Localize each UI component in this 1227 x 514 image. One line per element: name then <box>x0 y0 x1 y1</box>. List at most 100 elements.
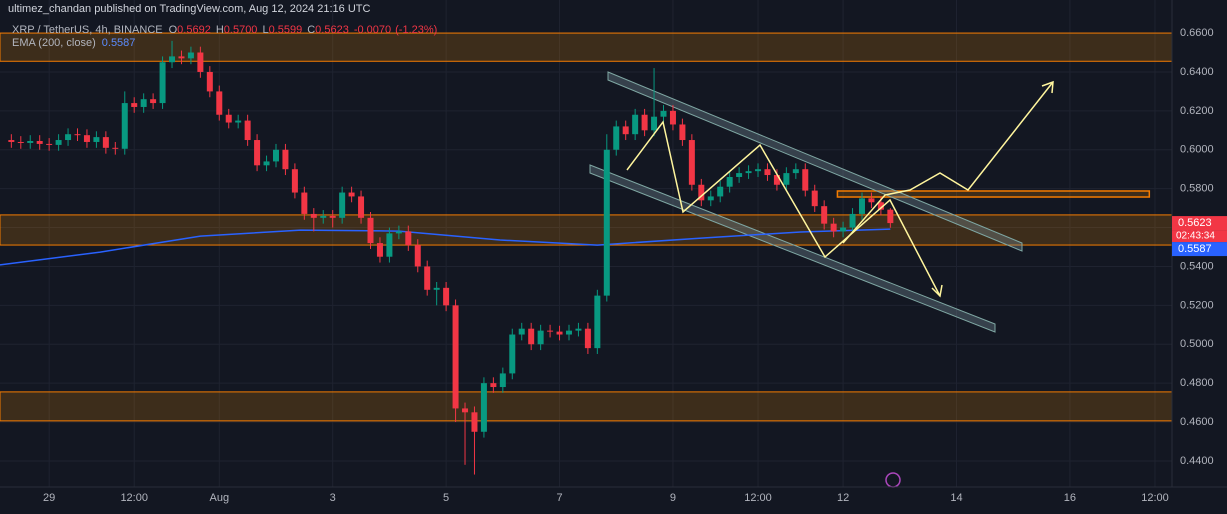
candle-body <box>773 175 780 185</box>
candle-body <box>840 227 847 232</box>
change-pct: (-1.23%) <box>395 24 437 36</box>
candle-body <box>858 198 865 214</box>
candle-body <box>480 383 487 432</box>
ohlc-key: H <box>216 24 224 36</box>
lower-channel <box>589 164 996 333</box>
drawings <box>589 71 1023 333</box>
countdown-box <box>1172 230 1227 243</box>
zone <box>0 32 1173 62</box>
candle-body <box>565 330 572 335</box>
ohlc-value: 0.5599 <box>269 24 303 36</box>
candle-body <box>74 134 81 136</box>
candle-body <box>263 161 270 166</box>
countdown-label: 02:43:34 <box>1176 231 1215 242</box>
candle-body <box>603 149 610 296</box>
y-tick-label: 0.5800 <box>1180 183 1214 195</box>
candle-body <box>868 198 875 203</box>
x-tick-label: 12:00 <box>744 492 772 504</box>
candle-body <box>395 231 402 234</box>
candle-body <box>46 143 53 145</box>
x-tick-label: 5 <box>443 492 449 504</box>
candle-body <box>131 103 138 107</box>
ema-price-box <box>1172 242 1227 257</box>
candle-body <box>660 110 667 117</box>
candle-body <box>282 149 289 170</box>
candle-body <box>443 287 450 306</box>
x-tick-label: 12:00 <box>120 492 148 504</box>
y-tick-label: 0.4800 <box>1180 377 1214 389</box>
candle-body <box>537 330 544 345</box>
ohlc-key: C <box>307 24 315 36</box>
candle-body <box>358 196 365 218</box>
candle-body <box>764 169 771 176</box>
candle-body <box>433 287 440 290</box>
projections <box>626 80 1054 298</box>
candle-body <box>471 412 478 432</box>
candle-body <box>811 190 818 207</box>
candle-body <box>698 184 705 201</box>
candle-body <box>528 328 535 345</box>
resistance-box <box>836 190 1151 198</box>
y-tick-label: 0.4600 <box>1180 416 1214 428</box>
candle-body <box>405 231 412 246</box>
candle-body <box>187 52 194 59</box>
arrow-head <box>931 284 943 298</box>
candle-body <box>830 223 837 232</box>
symbol-legend: XRP / TetherUS, 4h, BINANCE O0.5692 H0.570… <box>12 24 437 36</box>
candle-body <box>414 245 421 267</box>
x-tick-label: 16 <box>1064 492 1076 504</box>
candle-body <box>121 103 128 149</box>
arrow-head <box>1041 80 1054 94</box>
y-tick-label: 0.6400 <box>1180 66 1214 78</box>
candle-body <box>376 243 383 257</box>
candle-body <box>849 213 856 228</box>
grid <box>0 0 1172 487</box>
candle-body <box>254 140 261 166</box>
candle-body <box>679 124 686 141</box>
candle-body <box>93 137 100 142</box>
candle-body <box>310 213 317 218</box>
candle-body <box>688 140 695 185</box>
candle-body <box>490 383 497 388</box>
axes: 0.66000.64000.62000.60000.58000.56000.54… <box>43 27 1227 504</box>
candle-body <box>594 295 601 349</box>
x-tick-label: 9 <box>670 492 676 504</box>
y-tick-label: 0.4400 <box>1180 455 1214 467</box>
candle-body <box>272 149 279 162</box>
candle-body <box>206 71 213 92</box>
candle-body <box>547 330 554 332</box>
x-tick-label: 3 <box>330 492 336 504</box>
candle-body <box>462 408 469 413</box>
candles <box>0 40 894 475</box>
candle-body <box>178 56 185 59</box>
candle-body <box>329 215 336 218</box>
ema-price-label: 0.5587 <box>1178 243 1212 255</box>
last-price-label: 0.5623 <box>1178 217 1212 229</box>
x-tick-label: 12 <box>837 492 849 504</box>
candle-body <box>159 62 166 104</box>
candle-body <box>197 52 204 72</box>
zone <box>0 214 1173 246</box>
last-price-box <box>1172 216 1227 231</box>
candle-body <box>717 186 724 197</box>
y-tick-label: 0.6200 <box>1180 105 1214 117</box>
candle-body <box>821 206 828 224</box>
candle-body <box>235 120 242 123</box>
symbol: XRP / TetherUS, 4h, BINANCE <box>12 24 163 36</box>
candle-body <box>736 173 743 177</box>
candle-body <box>745 171 752 174</box>
candle-body <box>320 215 327 218</box>
x-tick-label: 29 <box>43 492 55 504</box>
y-tick-label: 0.5000 <box>1180 338 1214 350</box>
candle-body <box>83 135 90 142</box>
publisher-line: ultimez_chandan published on TradingView… <box>8 3 370 15</box>
ema-name: EMA (200, close) <box>12 37 96 49</box>
candle-body <box>55 140 62 145</box>
change: -0.0070 <box>354 24 391 36</box>
candle-body <box>622 126 629 135</box>
candle-body <box>707 196 714 201</box>
candle-body <box>556 331 563 335</box>
x-tick-label: 12:00 <box>1141 492 1169 504</box>
candle-body <box>726 176 733 187</box>
candle-body <box>367 217 374 244</box>
